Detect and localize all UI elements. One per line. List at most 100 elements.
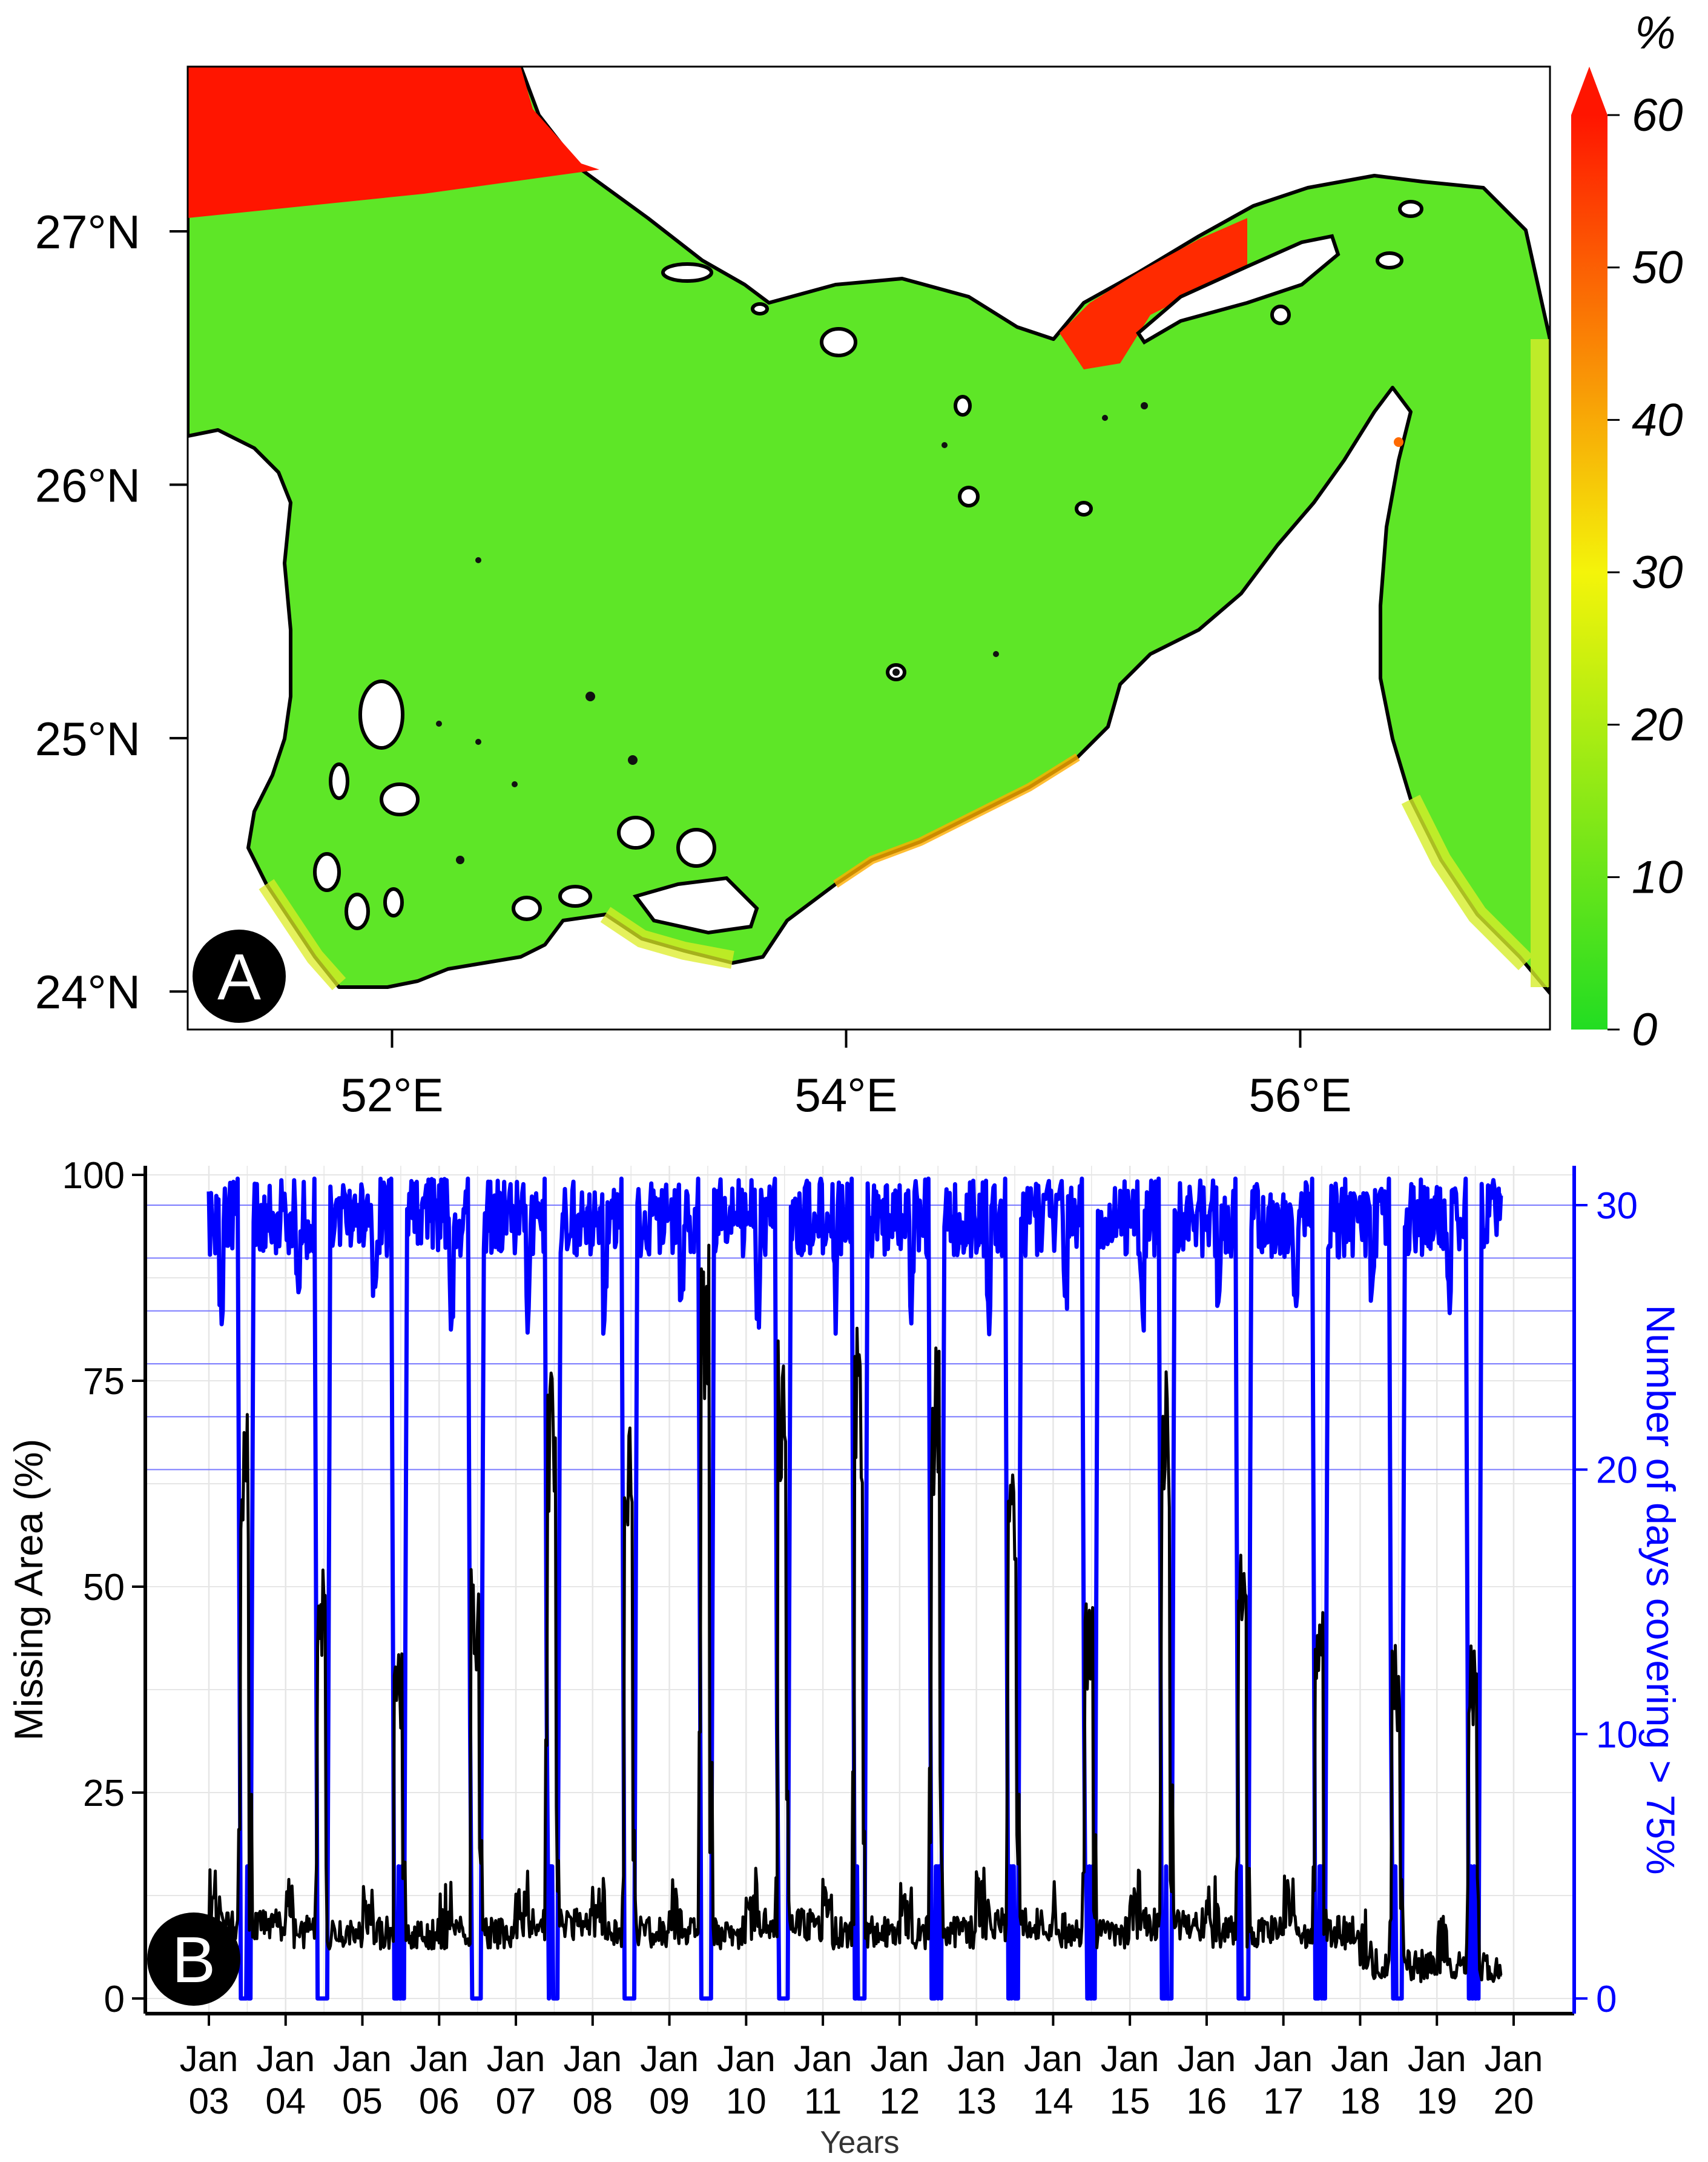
x-tick-month-6: Jan [640,2038,699,2079]
colorbar-extend-arrow [1571,67,1607,115]
x-tick-year-8: 11 [804,2081,842,2121]
y-left-tick-label-2: 50 [83,1567,125,1608]
x-tick-month-5: Jan [563,2038,622,2079]
coastal-fringe-uae [833,753,1080,888]
x-tick-month-10: Jan [947,2038,1006,2079]
coastal-fringe-south [259,879,734,990]
x-tick-year-7: 10 [726,2081,767,2121]
lat-tick-label-1: 26°N [35,458,140,512]
lat-tick-label-0: 27°N [35,205,140,259]
island-bahrain [358,679,404,750]
y-right-tick-label-1: 10 [1596,1714,1638,1756]
x-tick-year-6: 09 [649,2081,690,2121]
series-missing-area [207,1243,1503,1983]
x-tick-month-7: Jan [717,2038,776,2079]
island-abu-dhabi [676,828,716,868]
plot-area [145,1166,1574,2014]
panel-a-badge: A [193,930,286,1023]
cbar-tick-label-6: 60 [1632,90,1683,141]
islands [313,200,1423,935]
y-left-ticks: 0 25 50 75 100 [62,1155,145,2020]
island-hormuz [1398,200,1423,218]
x-tick-year-16: 19 [1417,2081,1457,2121]
panel-b-badge-label: B [172,1923,216,1996]
lon-tick-label-1: 54°E [795,1068,898,1122]
x-tick-year-9: 12 [880,2081,920,2121]
y-left-tick-label-4: 100 [62,1155,125,1197]
cbar-tick-label-1: 10 [1632,851,1683,903]
y-right-tick-label-0: 0 [1596,1979,1617,2020]
x-tick-month-12: Jan [1101,2038,1159,2079]
cbar-tick-label-5: 50 [1632,242,1683,294]
x-tick-year-4: 07 [496,2081,536,2121]
x-tick-month-8: Jan [794,2038,852,2079]
island-1 [751,302,769,316]
y-right-tick-label-2: 20 [1596,1450,1638,1492]
x-ticks: Jan03Jan04Jan05Jan06Jan07Jan08Jan09Jan10… [180,2014,1543,2121]
cbar-tick-label-0: 0 [1632,1004,1657,1056]
x-tick-year-12: 15 [1110,2081,1150,2121]
x-tick-year-5: 08 [572,2081,613,2121]
x-tick-month-2: Jan [333,2038,392,2079]
island-larak [1376,251,1403,269]
colorbar-gradient [1571,115,1607,1030]
x-tick-year-14: 17 [1263,2081,1304,2121]
small-islets [436,402,1403,864]
map-body [188,67,1550,995]
x-tick-month-16: Jan [1408,2038,1466,2079]
colorbar-unit: % [1635,7,1676,59]
map-frame [186,65,1551,1031]
coastal-fringe-east [1401,339,1550,987]
red-region-strait [1060,218,1247,369]
x-tick-year-11: 14 [1033,2081,1073,2121]
colorbar-ticks: 0 10 20 30 40 50 60 [1607,90,1683,1056]
cbar-tick-label-3: 30 [1632,547,1683,598]
x-tick-year-2: 05 [342,2081,383,2121]
y-right-label: Number of days covering > 75% [1638,1305,1683,1875]
x-tick-month-14: Jan [1254,2038,1313,2079]
lat-tick-label-3: 24°N [35,965,140,1019]
island-hengam [1270,305,1291,325]
island-3 [1075,501,1093,517]
island-abu-dhabi-main [632,876,759,935]
x-label: Years [820,2125,899,2160]
island-10 [329,762,349,800]
colorbar: % 0 10 20 30 40 50 60 [1571,7,1683,1056]
y-left-tick-label-0: 0 [104,1979,125,2020]
x-tick-year-0: 03 [189,2081,229,2121]
y-right-ticks: 0 10 20 30 [1574,1185,1638,2020]
x-tick-month-1: Jan [256,2038,315,2079]
series-days-over-75 [206,1176,1503,2001]
island-8 [345,893,370,930]
x-tick-month-11: Jan [1024,2038,1083,2079]
x-tick-month-15: Jan [1331,2038,1390,2079]
island-farur [661,262,713,283]
y-left-tick-label-3: 75 [83,1361,125,1403]
x-tick-year-15: 18 [1340,2081,1380,2121]
panel-b-badge: B [147,1912,240,2006]
lon-tick-label-0: 52°E [341,1068,444,1122]
x-tick-month-17: Jan [1485,2038,1543,2079]
x-tick-month-4: Jan [487,2038,546,2079]
island-9 [383,887,404,917]
x-tick-month-0: Jan [180,2038,239,2079]
panel-a-map: 27°N 26°N 25°N 24°N 52°E 54°E 56°E A % 0 10 20 3… [35,7,1683,1122]
lat-tick-label-2: 25°N [35,712,140,765]
island-11 [558,885,592,908]
x-tick-year-13: 16 [1187,2081,1227,2121]
x-tick-year-17: 20 [1494,2081,1534,2121]
x-tick-year-1: 04 [265,2081,306,2121]
lon-tick-label-2: 56°E [1249,1068,1352,1122]
x-tick-year-10: 13 [956,2081,997,2121]
map-lat-ticks: 27°N 26°N 25°N 24°N [35,205,188,1019]
island-qeshm [1136,234,1340,345]
x-tick-year-3: 06 [419,2081,460,2121]
island-sirbuabu [617,816,655,850]
y-left-tick-label-1: 25 [83,1773,125,1814]
island-5 [380,782,420,816]
panel-a-badge-label: A [217,940,261,1013]
island-7 [313,852,341,892]
x-tick-month-3: Jan [410,2038,469,2079]
